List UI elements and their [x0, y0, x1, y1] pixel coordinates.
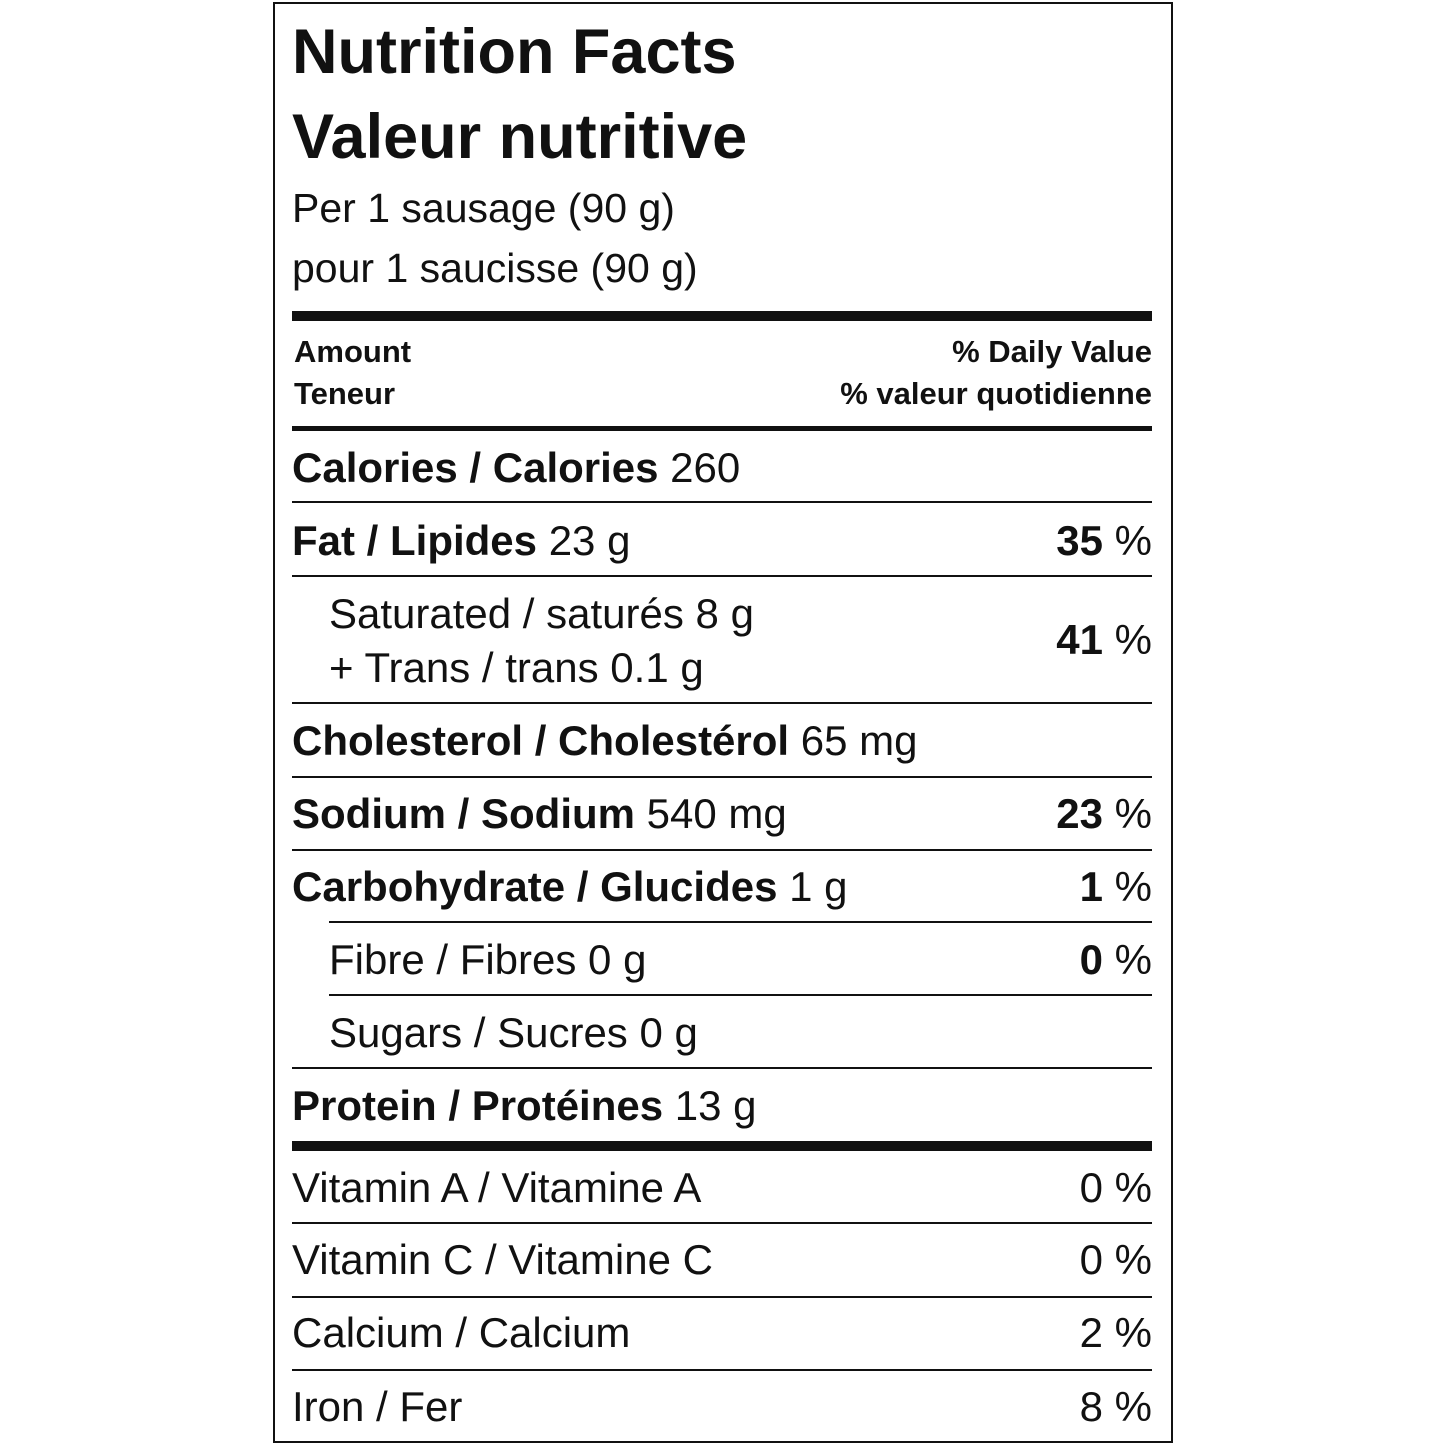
label-border: [273, 2, 1173, 1443]
nutrient-label: Saturated / saturés 8 g: [329, 590, 754, 637]
dv-number: 23: [1056, 790, 1103, 837]
daily-value: 23 %: [1056, 788, 1152, 840]
dv-unit: %: [1114, 936, 1152, 983]
thick-rule: [292, 311, 1152, 321]
nutrient-row: Sugars / Sucres 0 g: [329, 1007, 1152, 1059]
vitamin-row: Vitamin A / Vitamine A 0 %: [292, 1162, 1152, 1214]
vitamin-label: Vitamin A / Vitamine A: [292, 1164, 702, 1211]
dv-header: % valeur quotidienne: [840, 376, 1152, 411]
daily-value: 2 %: [1079, 1309, 1152, 1356]
daily-value: 8 %: [1079, 1383, 1152, 1430]
vitamin-label: Vitamin C / Vitamine C: [292, 1236, 713, 1283]
daily-value: 1 %: [1080, 861, 1152, 913]
nutrient-label: + Trans / trans 0.1 g: [329, 644, 704, 691]
nutrient-label: Sodium / Sodium: [292, 790, 635, 837]
serving: Per 1 sausage (90 g): [292, 185, 675, 231]
title: Nutrition Facts: [292, 17, 737, 87]
daily-value: 41 %: [1056, 614, 1152, 666]
rule: [292, 501, 1152, 503]
column-header: Teneur % valeur quotidienne: [294, 374, 1152, 414]
amount-header: Teneur: [294, 376, 396, 411]
thick-rule: [292, 1141, 1152, 1151]
daily-value-row: 41 %: [329, 614, 1152, 666]
rule: [292, 575, 1152, 577]
serving-fr: pour 1 saucisse (90 g): [292, 245, 698, 291]
rule: [292, 1067, 1152, 1069]
nutrient-row: Protein / Protéines 13 g: [292, 1080, 1152, 1132]
nutrient-row: Fat / Lipides 23 g 35 %: [292, 515, 1152, 567]
nutrient-label: Cholesterol / Cholestérol: [292, 717, 790, 764]
nutrient-amount: 65 mg: [800, 717, 918, 764]
dv-number: 41: [1056, 616, 1103, 663]
rule: [292, 1369, 1152, 1371]
nutrient-row: Carbohydrate / Glucides 1 g 1 %: [292, 861, 1152, 913]
nutrient-amount: 1 g: [789, 863, 848, 910]
daily-value: 0 %: [1080, 934, 1152, 986]
nutrient-label: Protein / Protéines: [292, 1082, 664, 1129]
nutrient-label: Fat / Lipides: [292, 517, 538, 564]
nutrient-amount: 23 g: [548, 517, 631, 564]
nutrient-label: Calories / Calories: [292, 444, 659, 491]
dv-number: 35: [1056, 517, 1103, 564]
nutrient-amount: 260: [670, 444, 741, 491]
dv-header: % Daily Value: [952, 334, 1152, 369]
vitamin-label: Calcium / Calcium: [292, 1309, 631, 1356]
daily-value: 35 %: [1056, 515, 1152, 567]
dv-unit: %: [1114, 863, 1152, 910]
dv-number: 0: [1079, 936, 1103, 983]
title-fr: Valeur nutritive: [292, 102, 748, 172]
nutrient-row: Calories / Calories 260: [292, 442, 1152, 494]
nutrient-row: Sodium / Sodium 540 mg 23 %: [292, 788, 1152, 840]
daily-value: 0 %: [1079, 1236, 1152, 1283]
rule: [292, 776, 1152, 778]
nutrient-row: + Trans / trans 0.1 g: [329, 642, 1152, 694]
vitamin-row: Calcium / Calcium 2 %: [292, 1307, 1152, 1359]
nutrient-amount: 13 g: [674, 1082, 757, 1129]
column-header: Amount % Daily Value: [294, 332, 1152, 372]
rule: [329, 994, 1152, 996]
rule: [292, 1296, 1152, 1298]
amount-header: Amount: [294, 334, 412, 369]
nutrient-label: Sugars / Sucres 0 g: [329, 1009, 698, 1056]
rule: [292, 849, 1152, 851]
nutrient-row: Cholesterol / Cholestérol 65 mg: [292, 715, 1152, 767]
vitamin-row: Iron / Fer 8 %: [292, 1381, 1152, 1433]
rule: [292, 1222, 1152, 1224]
nutrient-row: Saturated / saturés 8 g: [329, 588, 1152, 640]
rule: [292, 426, 1152, 431]
dv-number: 1: [1079, 863, 1103, 910]
dv-unit: %: [1114, 517, 1152, 564]
dv-unit: %: [1114, 616, 1152, 663]
nutrient-row: Fibre / Fibres 0 g 0 %: [329, 934, 1152, 986]
vitamin-row: Vitamin C / Vitamine C 0 %: [292, 1234, 1152, 1286]
nutrient-label: Carbohydrate / Glucides: [292, 863, 778, 910]
nutrient-label: Fibre / Fibres 0 g: [329, 936, 647, 983]
nutrient-amount: 540 mg: [646, 790, 787, 837]
rule: [292, 702, 1152, 704]
dv-unit: %: [1114, 790, 1152, 837]
rule: [329, 921, 1152, 923]
vitamin-label: Iron / Fer: [292, 1383, 463, 1430]
daily-value: 0 %: [1079, 1164, 1152, 1211]
